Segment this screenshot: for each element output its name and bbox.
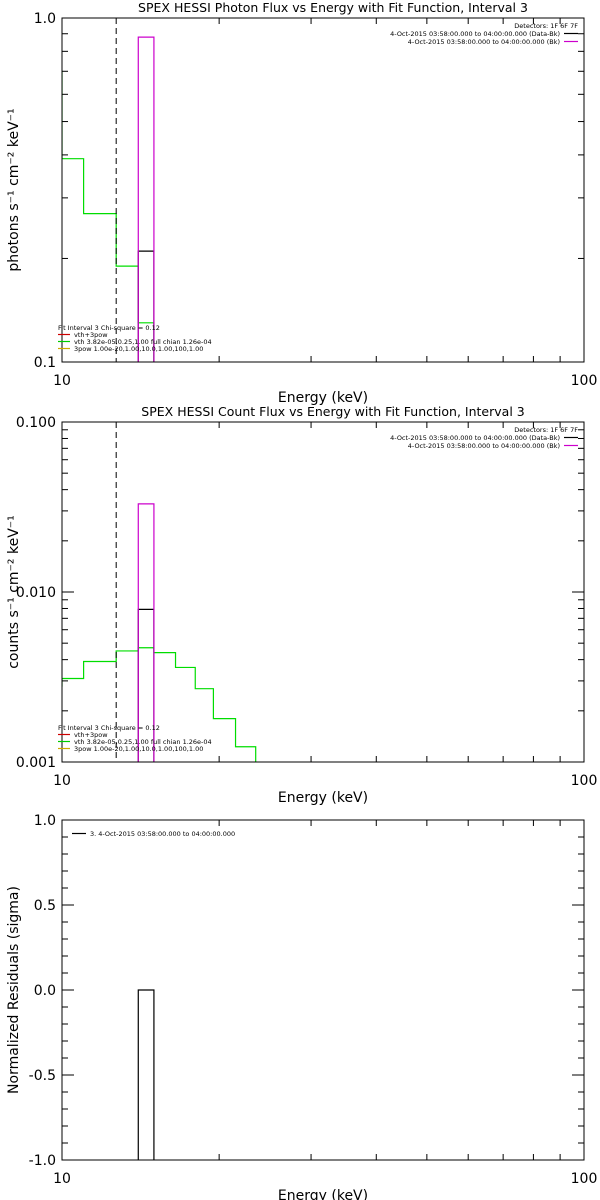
- y-tick-label: 1.0: [34, 11, 56, 27]
- plot-frame: [61, 819, 585, 1161]
- y-tick-label: 0.100: [16, 415, 56, 431]
- legend-detectors-header: Detectors: 1F 6F 7F: [514, 22, 578, 30]
- chart-panel-2: SPEX HESSI Count Flux vs Energy with Fit…: [6, 404, 597, 806]
- y-tick-label: -0.5: [29, 1068, 56, 1084]
- plot-frame: [61, 17, 585, 363]
- legend-fit-header: Fit Interval 3 Chi-square = 0.12: [58, 724, 160, 732]
- y-tick-label: 1.0: [34, 813, 56, 829]
- x-tick-label: 100: [571, 1171, 598, 1187]
- series-step-line-1: [62, 70, 170, 362]
- x-axis-label: Energy (keV): [278, 390, 368, 406]
- legend-top-item-label: 4-Oct-2015 03:58:00.000 to 04:00:00.000 …: [408, 38, 560, 46]
- x-axis-label: Energy (keV): [278, 790, 368, 806]
- x-tick-label: 10: [53, 373, 71, 389]
- legend-fit-item-label: vth 3.82e-05,0.25,1.00 full chian 1.26e-…: [74, 338, 212, 346]
- x-tick-label: 10: [53, 773, 71, 789]
- legend-fit-item-label: vth 3.82e-05,0.25,1.00 full chian 1.26e-…: [74, 738, 212, 746]
- y-axis-label: photons s⁻¹ cm⁻² keV⁻¹: [6, 108, 22, 271]
- y-tick-label: 0.0: [34, 983, 56, 999]
- legend-fit-item-label: 3pow 1.00e-20,1.00,10.0,1.00,100,1.00: [74, 745, 203, 753]
- series-bar-3: [137, 36, 155, 362]
- legend-top-item-label: 4-Oct-2015 03:58:00.000 to 04:00:00.000 …: [390, 434, 560, 442]
- residual-bar: [137, 989, 155, 1160]
- x-axis-label: Energy (keV): [278, 1188, 368, 1200]
- x-tick-label: 10: [53, 1171, 71, 1187]
- plot-area: [62, 503, 257, 762]
- x-tick-label: 100: [571, 773, 598, 789]
- chart-panel-3: Energy (keV) Normalized Residuals (sigma)…: [6, 813, 597, 1200]
- y-axis-label: counts s⁻¹ cm⁻² keV⁻¹: [6, 515, 22, 669]
- legend-fit-item-label: vth+3pow: [74, 731, 108, 739]
- x-tick-label: 100: [571, 373, 598, 389]
- y-tick-label: 0.001: [16, 755, 56, 771]
- chart-panel-1: SPEX HESSI Photon Flux vs Energy with Fi…: [6, 0, 597, 406]
- legend-top-item-label: 4-Oct-2015 03:58:00.000 to 04:00:00.000 …: [408, 442, 560, 450]
- y-axis-label: Normalized Residuals (sigma): [6, 886, 22, 1094]
- legend-fit-header: Fit Interval 3 Chi-square = 0.12: [58, 324, 160, 332]
- legend-top-item-label: 4-Oct-2015 03:58:00.000 to 04:00:00.000 …: [390, 30, 560, 38]
- series-bar-3: [137, 503, 155, 762]
- legend-fit-item-label: vth+3pow: [74, 331, 108, 339]
- y-tick-label: 0.1: [34, 355, 56, 371]
- y-tick-label: 0.5: [34, 898, 56, 914]
- chart-title: SPEX HESSI Photon Flux vs Energy with Fi…: [138, 0, 528, 15]
- legend-top-item-label: 3. 4-Oct-2015 03:58:00.000 to 04:00:00.0…: [90, 830, 235, 838]
- plot-frame: [61, 421, 585, 763]
- y-tick-label: 0.010: [16, 585, 56, 601]
- legend-detectors-header: Detectors: 1F 6F 7F: [514, 426, 578, 434]
- legend-fit-item-label: 3pow 1.00e-20,1.00,10.0,1.00,100,1.00: [74, 345, 203, 353]
- y-tick-label: -1.0: [29, 1153, 56, 1169]
- chart-title: SPEX HESSI Count Flux vs Energy with Fit…: [141, 404, 524, 419]
- plot-area: [137, 989, 155, 1160]
- plot-area: [62, 36, 170, 362]
